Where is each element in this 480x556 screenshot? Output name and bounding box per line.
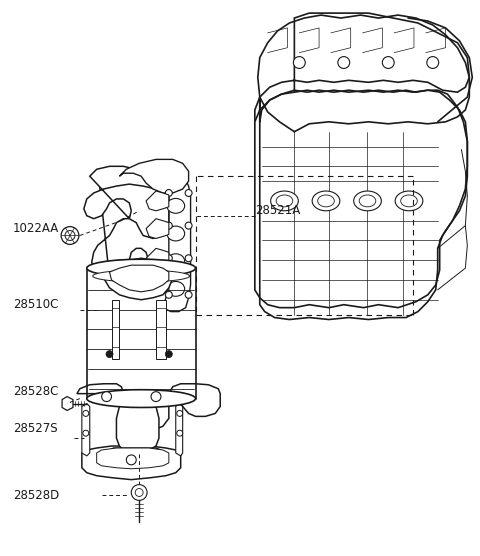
Text: 28521A: 28521A [255, 204, 300, 217]
Ellipse shape [271, 191, 298, 211]
Polygon shape [156, 300, 166, 359]
Circle shape [185, 222, 192, 229]
Ellipse shape [359, 195, 376, 207]
Circle shape [65, 231, 75, 240]
Polygon shape [255, 13, 469, 133]
Ellipse shape [87, 390, 195, 408]
Circle shape [338, 57, 350, 68]
Polygon shape [109, 448, 161, 460]
Text: 28510C: 28510C [12, 298, 58, 311]
Polygon shape [146, 275, 169, 295]
Circle shape [131, 485, 147, 500]
Ellipse shape [401, 195, 417, 207]
Ellipse shape [312, 191, 340, 211]
Circle shape [102, 391, 111, 401]
Ellipse shape [167, 226, 185, 241]
Polygon shape [163, 176, 191, 311]
Polygon shape [120, 160, 189, 193]
Circle shape [135, 489, 143, 497]
Circle shape [61, 227, 79, 245]
Circle shape [83, 410, 89, 416]
Polygon shape [146, 219, 169, 239]
Polygon shape [84, 166, 163, 219]
Circle shape [166, 222, 172, 229]
Ellipse shape [167, 198, 185, 214]
Polygon shape [92, 171, 169, 290]
Circle shape [177, 430, 183, 436]
Circle shape [83, 430, 89, 436]
Circle shape [126, 455, 136, 465]
Circle shape [185, 291, 192, 298]
Circle shape [177, 410, 183, 416]
Circle shape [166, 255, 172, 262]
Polygon shape [111, 300, 120, 359]
Circle shape [427, 57, 439, 68]
Polygon shape [134, 485, 145, 499]
Polygon shape [146, 249, 169, 268]
Text: 28528D: 28528D [12, 489, 59, 502]
Polygon shape [109, 265, 169, 292]
Ellipse shape [93, 270, 190, 282]
Polygon shape [146, 191, 169, 211]
Polygon shape [117, 399, 159, 453]
Circle shape [166, 351, 172, 358]
Circle shape [185, 190, 192, 196]
Circle shape [166, 291, 172, 298]
Ellipse shape [87, 259, 195, 277]
Ellipse shape [395, 191, 423, 211]
Polygon shape [82, 446, 180, 480]
Polygon shape [62, 396, 73, 410]
Circle shape [151, 391, 161, 401]
Circle shape [383, 57, 394, 68]
Text: 28528C: 28528C [12, 385, 58, 398]
Ellipse shape [167, 281, 185, 296]
Polygon shape [255, 90, 468, 307]
Polygon shape [82, 404, 90, 456]
Text: 28527S: 28527S [12, 422, 57, 435]
Circle shape [106, 351, 113, 358]
Circle shape [293, 57, 305, 68]
Circle shape [166, 190, 172, 196]
Polygon shape [96, 448, 169, 469]
Polygon shape [176, 404, 183, 456]
Text: 1022AA: 1022AA [12, 222, 59, 235]
Ellipse shape [354, 191, 381, 211]
Ellipse shape [276, 195, 293, 207]
Ellipse shape [167, 254, 185, 269]
Ellipse shape [318, 195, 334, 207]
Polygon shape [77, 384, 220, 430]
Polygon shape [100, 258, 173, 300]
Circle shape [185, 255, 192, 262]
